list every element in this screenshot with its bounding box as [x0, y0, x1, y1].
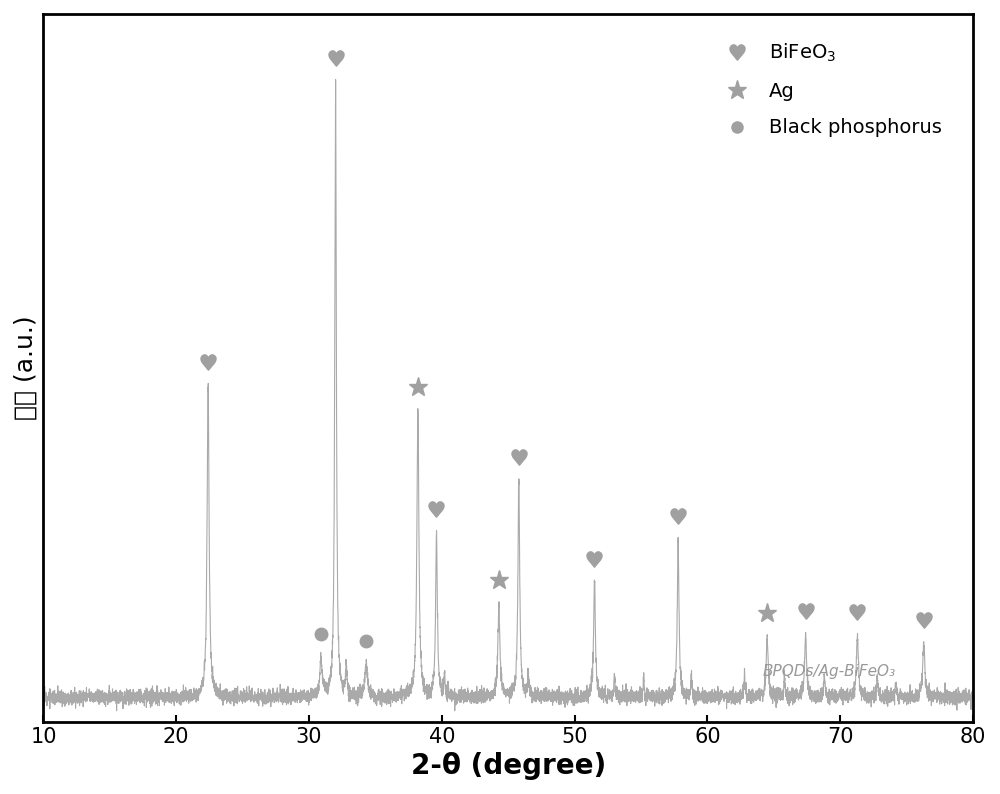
Text: BPQDs/Ag-BiFeO₃: BPQDs/Ag-BiFeO₃ — [762, 665, 895, 679]
Legend: BiFeO$_3$, Ag, Black phosphorus: BiFeO$_3$, Ag, Black phosphorus — [710, 34, 949, 145]
X-axis label: 2-θ (degree): 2-θ (degree) — [411, 752, 606, 781]
Y-axis label: 强度 (a.u.): 强度 (a.u.) — [14, 315, 38, 420]
